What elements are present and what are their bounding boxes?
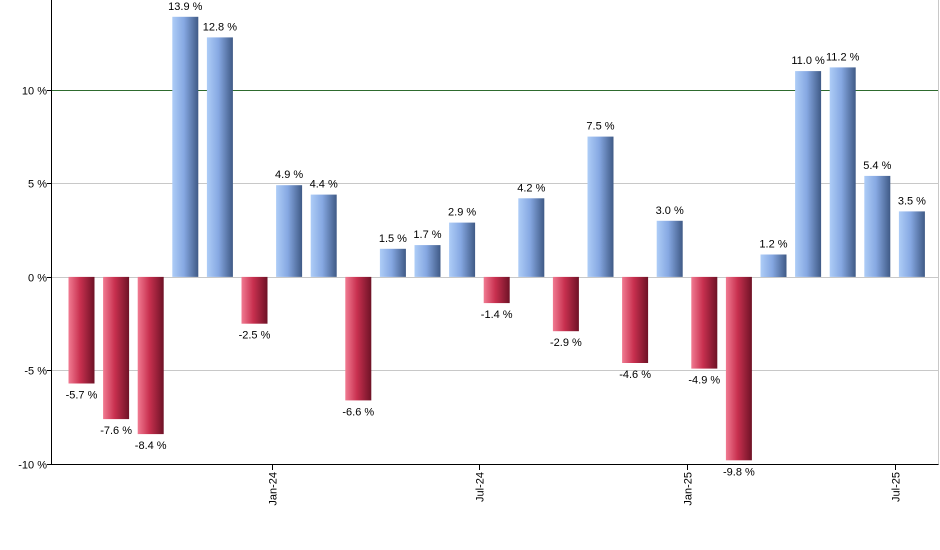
- bar: [622, 276, 649, 363]
- axes: [51, 0, 939, 465]
- value-label: 5.4 %: [863, 160, 891, 172]
- value-label: -8.4 %: [135, 440, 167, 452]
- bar: [483, 276, 510, 304]
- bar: [379, 248, 406, 277]
- value-label: 11.2 %: [826, 51, 860, 63]
- value-label: 4.9 %: [275, 169, 303, 181]
- bar: [795, 71, 822, 277]
- value-label: 2.9 %: [448, 207, 476, 219]
- value-label: 4.2 %: [517, 182, 545, 194]
- value-label: -5.7 %: [66, 390, 98, 402]
- bar: [898, 211, 925, 277]
- x-tick-label: Jan-25: [683, 472, 695, 506]
- bar: [587, 136, 614, 277]
- value-label: 1.2 %: [759, 239, 787, 251]
- value-label: -6.6 %: [342, 406, 374, 418]
- y-tick-label: 10 %: [22, 86, 47, 98]
- value-label: 3.0 %: [656, 205, 684, 217]
- bar: [103, 276, 130, 420]
- bar: [137, 276, 164, 435]
- x-tick-label: Jul-25: [891, 472, 903, 502]
- y-tick-labels: -10 % -5 % 0 % 5 % 10 %: [18, 86, 51, 472]
- value-label: 3.5 %: [898, 195, 926, 207]
- y-tick-label: 0 %: [28, 273, 47, 285]
- value-label: 11.0 %: [791, 55, 825, 67]
- value-label: -2.9 %: [550, 337, 582, 349]
- bar: [656, 220, 683, 277]
- bar: [552, 276, 579, 332]
- value-label: -2.5 %: [239, 330, 271, 342]
- value-label: 1.7 %: [413, 229, 441, 241]
- value-label: 4.4 %: [310, 179, 338, 191]
- value-label: -4.9 %: [688, 375, 720, 387]
- x-tick-labels: Jan-24 Jul-24 Jan-25 Jul-25: [268, 464, 903, 506]
- value-label: 13.9 %: [168, 1, 202, 13]
- bar: [864, 175, 891, 277]
- bar: [518, 198, 545, 277]
- value-label: -1.4 %: [481, 309, 513, 321]
- bar: [760, 254, 787, 277]
- value-label: 1.5 %: [379, 233, 407, 245]
- bar: [172, 16, 199, 277]
- bar: [725, 276, 752, 461]
- bar: [829, 67, 856, 277]
- bar: [241, 276, 268, 324]
- value-labels: -5.7 % -7.6 %-8.4 % 13.9 %12.8 % -2.5 % 4.9 …: [66, 1, 927, 478]
- y-tick-label: -5 %: [24, 366, 47, 378]
- value-label: 12.8 %: [203, 21, 237, 33]
- value-label: -7.6 %: [100, 425, 132, 437]
- x-tick-label: Jan-24: [268, 472, 280, 506]
- y-tick-label: 5 %: [28, 179, 47, 191]
- bar: [449, 222, 476, 277]
- bars: [68, 16, 925, 461]
- bar: [345, 276, 372, 401]
- value-label: 7.5 %: [586, 121, 614, 133]
- bar: [206, 37, 233, 277]
- bar: [414, 245, 441, 277]
- bar: [691, 276, 718, 369]
- bar: [68, 276, 95, 384]
- value-label: -4.6 %: [619, 369, 651, 381]
- bar: [276, 185, 303, 277]
- x-tick-label: Jul-24: [475, 472, 487, 502]
- bar: [310, 194, 337, 277]
- value-label: -9.8 %: [723, 466, 755, 478]
- y-tick-label: -10 %: [18, 460, 47, 472]
